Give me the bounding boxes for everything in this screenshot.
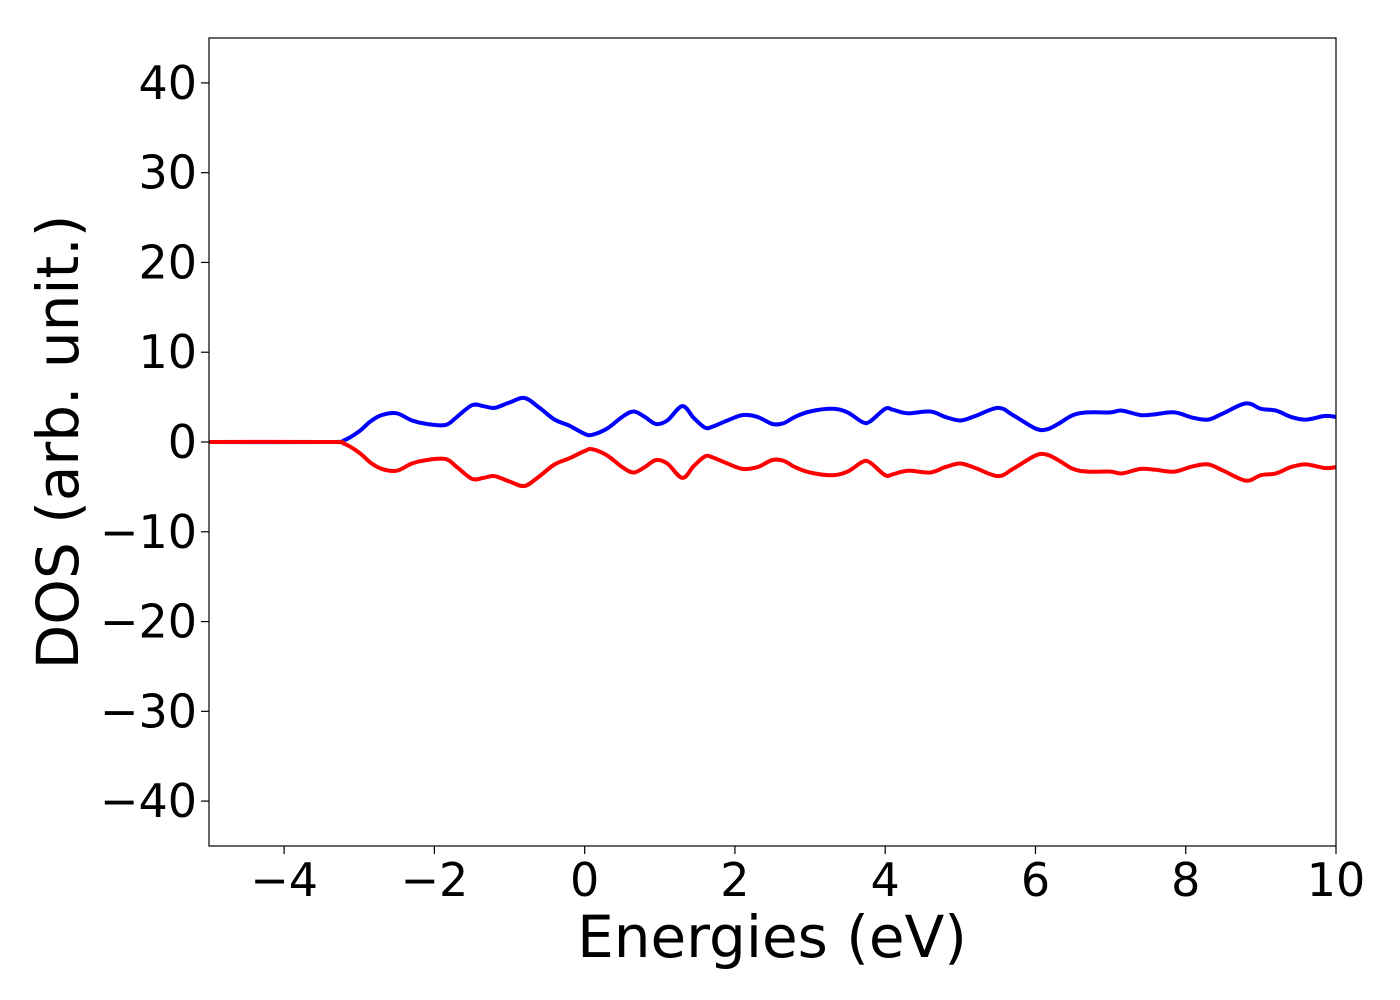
- y-tick-label: −30: [100, 684, 197, 738]
- x-tick-label: −4: [250, 853, 318, 907]
- y-tick-label: 40: [138, 56, 197, 110]
- series-line-spin-down: [208, 439, 1337, 489]
- y-tick-label: 30: [138, 146, 197, 200]
- x-tick-label: 4: [871, 853, 900, 907]
- y-tick-label: 20: [138, 235, 197, 289]
- x-tick-label: 6: [1021, 853, 1050, 907]
- y-tick-label: −40: [100, 774, 197, 828]
- x-axis-ticks: −4 −2 0 2 4 6 8 10: [250, 846, 1365, 907]
- plot-lines: [208, 395, 1337, 489]
- y-axis-ticks: −40 −30 −20 −10 0 10 20 30 40: [100, 56, 209, 828]
- x-tick-label: 8: [1171, 853, 1200, 907]
- y-tick-label: −20: [100, 595, 197, 649]
- y-tick-label: 0: [168, 415, 197, 469]
- y-tick-label: 10: [138, 325, 197, 379]
- x-axis-title: Energies (eV): [577, 903, 967, 971]
- x-tick-label: 10: [1307, 853, 1366, 907]
- x-tick-label: −2: [400, 853, 468, 907]
- y-axis-title: DOS (arb. unit.): [24, 215, 92, 670]
- series-line-spin-up: [208, 395, 1337, 445]
- x-tick-label: 2: [720, 853, 749, 907]
- y-tick-label: −10: [100, 505, 197, 559]
- x-tick-label: 0: [570, 853, 599, 907]
